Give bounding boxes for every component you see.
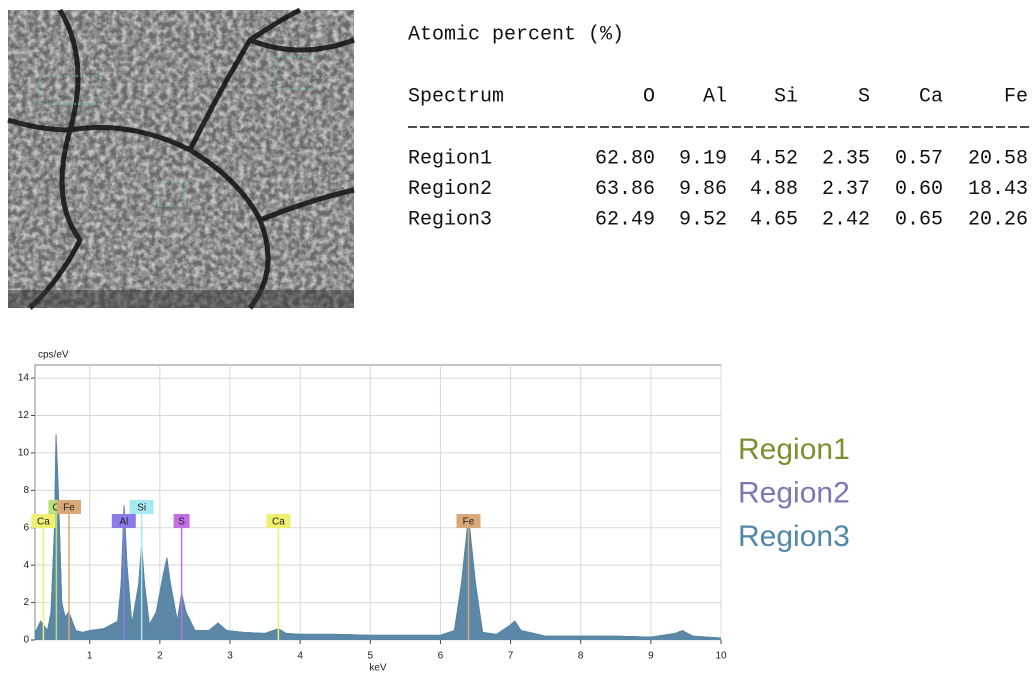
table-cell: 4.65 [750,208,798,231]
table-cell: 4.52 [750,147,798,170]
peak-label: Al [119,517,128,528]
peak-label: Ca [37,517,50,528]
column-header: Si [774,85,798,108]
table-cell: 62.80 [595,147,655,170]
table-title: Atomic percent (%) [408,23,624,46]
peak-label: Ca [272,517,285,528]
table-cell: 9.52 [679,208,727,231]
peak-label: Fe [463,517,475,528]
column-header: Ca [919,85,943,108]
table-cell: Region1 [408,147,492,170]
peak-label: Si [137,503,146,514]
y-axis-label: cps/eV [38,350,69,361]
y-tick-label: 6 [23,522,29,533]
page: Atomic percent (%) Spectrum O Al Si S Ca Fe Reg… [0,0,1032,673]
x-tick-label: 1 [87,651,93,662]
x-tick-label: 9 [648,651,654,662]
x-tick-label: 7 [508,651,514,662]
legend-entry: Region1 [738,433,850,466]
figure: Atomic percent (%) Spectrum O Al Si S Ca Fe Reg… [0,0,1032,673]
y-tick-label: 2 [23,597,29,608]
y-tick-label: 0 [23,635,29,646]
legend-entry: Region3 [738,520,850,553]
x-tick-label: 3 [227,651,233,662]
table-cell: Region3 [408,208,492,231]
table-cell: 63.86 [595,178,655,201]
table-cell: 62.49 [595,208,655,231]
x-tick-label: 6 [438,651,444,662]
table-cell: 9.19 [679,147,727,170]
y-tick-label: 4 [23,560,29,571]
peak-label: S [178,517,185,528]
y-tick-label: 12 [18,410,30,421]
column-header: S [858,85,870,108]
table-cell: 18.43 [968,178,1028,201]
table-cell: 9.86 [679,178,727,201]
data-table: Spectrum O Al Si S Ca Fe Region1 62.80 9.19 4.52 2.… [408,85,1028,231]
legend-entry: Region2 [738,476,850,509]
column-header: O [643,85,655,108]
table-cell: 2.37 [822,178,870,201]
y-tick-label: 10 [18,448,30,459]
table-cell: 2.42 [822,208,870,231]
x-tick-label: 8 [578,651,584,662]
table-cell: 0.60 [895,178,943,201]
y-tick-label: 14 [18,373,30,384]
table-cell: 0.57 [895,147,943,170]
x-tick-label: 10 [715,651,727,662]
x-tick-label: 2 [157,651,163,662]
table-cell: 4.88 [750,178,798,201]
table-cell: 20.26 [968,208,1028,231]
column-header: Fe [1004,85,1028,108]
table-cell: 0.65 [895,208,943,231]
table-cell: Region2 [408,178,492,201]
table-cell: 20.58 [968,147,1028,170]
x-tick-label: 4 [297,651,303,662]
table-cell: 2.35 [822,147,870,170]
x-tick-label: 5 [368,651,374,662]
x-axis-label: keV [369,663,387,673]
peak-label: Fe [63,503,75,514]
y-tick-label: 8 [23,485,29,496]
column-header: Al [703,85,727,108]
sem-image [8,10,354,308]
column-header: Spectrum [408,85,504,108]
